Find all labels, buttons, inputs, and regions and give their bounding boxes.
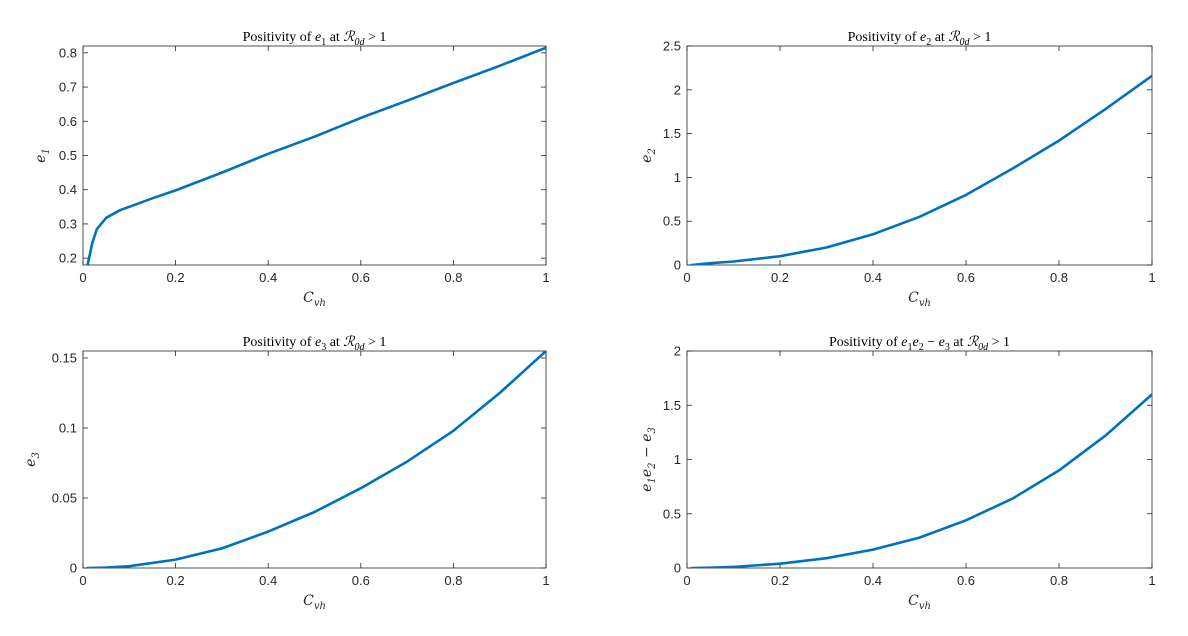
chart-title: Positivity of e1​e2​ − e3​ at ℛ0d > 1: [829, 335, 1010, 353]
y-tick-label: 2: [674, 82, 681, 97]
y-tick-label: 0.1: [59, 421, 77, 436]
axes-box: [686, 45, 1153, 266]
y-tick-label: 0.5: [663, 214, 681, 229]
y-tick-label: 1: [674, 170, 681, 185]
x-tick-label: 0.2: [771, 270, 789, 285]
x-tick-label: 0.4: [864, 270, 882, 285]
x-tick-label: 0.8: [1050, 573, 1068, 588]
y-tick-label: 0.05: [52, 491, 77, 506]
x-tick-label: 0.8: [444, 573, 462, 588]
series-line-1: [86, 46, 546, 265]
x-axis-label: Cvh: [908, 593, 931, 612]
y-tick-label: 1.5: [663, 398, 681, 413]
x-tick-label: 0.6: [352, 270, 370, 285]
x-tick-label: 0.8: [1050, 270, 1068, 285]
chart-panel-3: 0 0.2 0.4 0.6 0.8 1 0 0.05 0.1 0.15 Positivity of …: [23, 335, 550, 612]
x-tick-label: 0: [79, 270, 86, 285]
x-tick-label: 0.2: [167, 270, 185, 285]
axes-box: [82, 45, 547, 266]
x-tick-label: 1: [1148, 573, 1155, 588]
y-tick-label: 0.6: [59, 114, 77, 129]
chart-panel-2: 0 0.2 0.4 0.6 0.8 1 0 0.5 1 1.5 2 2.5 Positivity of …: [639, 30, 1156, 309]
x-tick-label: 0.2: [167, 573, 185, 588]
chart-panel-4: 0 0.2 0.4 0.6 0.8 1 0 0.5 1 1.5 2 Positivity of e1​…: [639, 335, 1156, 612]
y-tick-label: 0.8: [59, 45, 77, 60]
y-tick-label: 0.2: [59, 251, 77, 266]
x-tick-label: 0.6: [957, 573, 975, 588]
axes-box: [686, 350, 1153, 569]
y-tick-label: 2.5: [663, 39, 681, 54]
y-axis-label: e2​: [639, 148, 658, 163]
y-tick-label: 1: [674, 452, 681, 467]
y-axis-label: e3​: [23, 452, 42, 467]
y-tick-label: 0.4: [59, 182, 77, 197]
y-axis-label: e1​: [33, 148, 52, 163]
x-tick-label: 0.6: [352, 573, 370, 588]
x-tick-label: 0.4: [259, 573, 277, 588]
chart-title: Positivity of e2​ at ℛ0d > 1: [848, 30, 992, 48]
y-tick-label: 0.5: [663, 506, 681, 521]
y-tick-label: 0.15: [52, 351, 77, 366]
x-tick-label: 1: [542, 573, 549, 588]
y-tick-label: 2: [674, 344, 681, 359]
x-tick-label: 0: [79, 573, 86, 588]
y-tick-label: 0: [70, 561, 77, 576]
x-tick-label: 0.2: [771, 573, 789, 588]
y-tick-label: 0.7: [59, 80, 77, 95]
x-tick-label: 0: [683, 270, 690, 285]
series-line-1: [690, 74, 1152, 265]
x-tick-label: 1: [542, 270, 549, 285]
x-tick-label: 0: [683, 573, 690, 588]
chart-title: Positivity of e1​ at ℛ0d > 1: [243, 30, 387, 48]
x-axis-label: Cvh: [908, 290, 931, 309]
y-tick-label: 0: [674, 258, 681, 273]
series-line-1: [86, 351, 546, 568]
y-axis-label: e1​e2​ − e3​: [639, 427, 658, 492]
series-line-1: [690, 393, 1152, 568]
x-axis-label: Cvh: [303, 290, 326, 309]
y-tick-label: 0: [674, 561, 681, 576]
y-tick-label: 1.5: [663, 126, 681, 141]
x-axis-label: Cvh: [303, 593, 326, 612]
chart-panel-1: 0 0.2 0.4 0.6 0.8 10.20.30.40.50.60.70.8Posit…: [33, 30, 550, 309]
axes-box: [82, 350, 547, 569]
x-tick-label: 0.6: [957, 270, 975, 285]
x-tick-label: 0.8: [444, 270, 462, 285]
chart-title: Positivity of e3​ at ℛ0d > 1: [243, 335, 387, 353]
x-tick-label: 1: [1148, 270, 1155, 285]
y-tick-label: 0.5: [59, 148, 77, 163]
y-tick-label: 0.3: [59, 216, 77, 231]
x-tick-label: 0.4: [864, 573, 882, 588]
x-tick-label: 0.4: [259, 270, 277, 285]
